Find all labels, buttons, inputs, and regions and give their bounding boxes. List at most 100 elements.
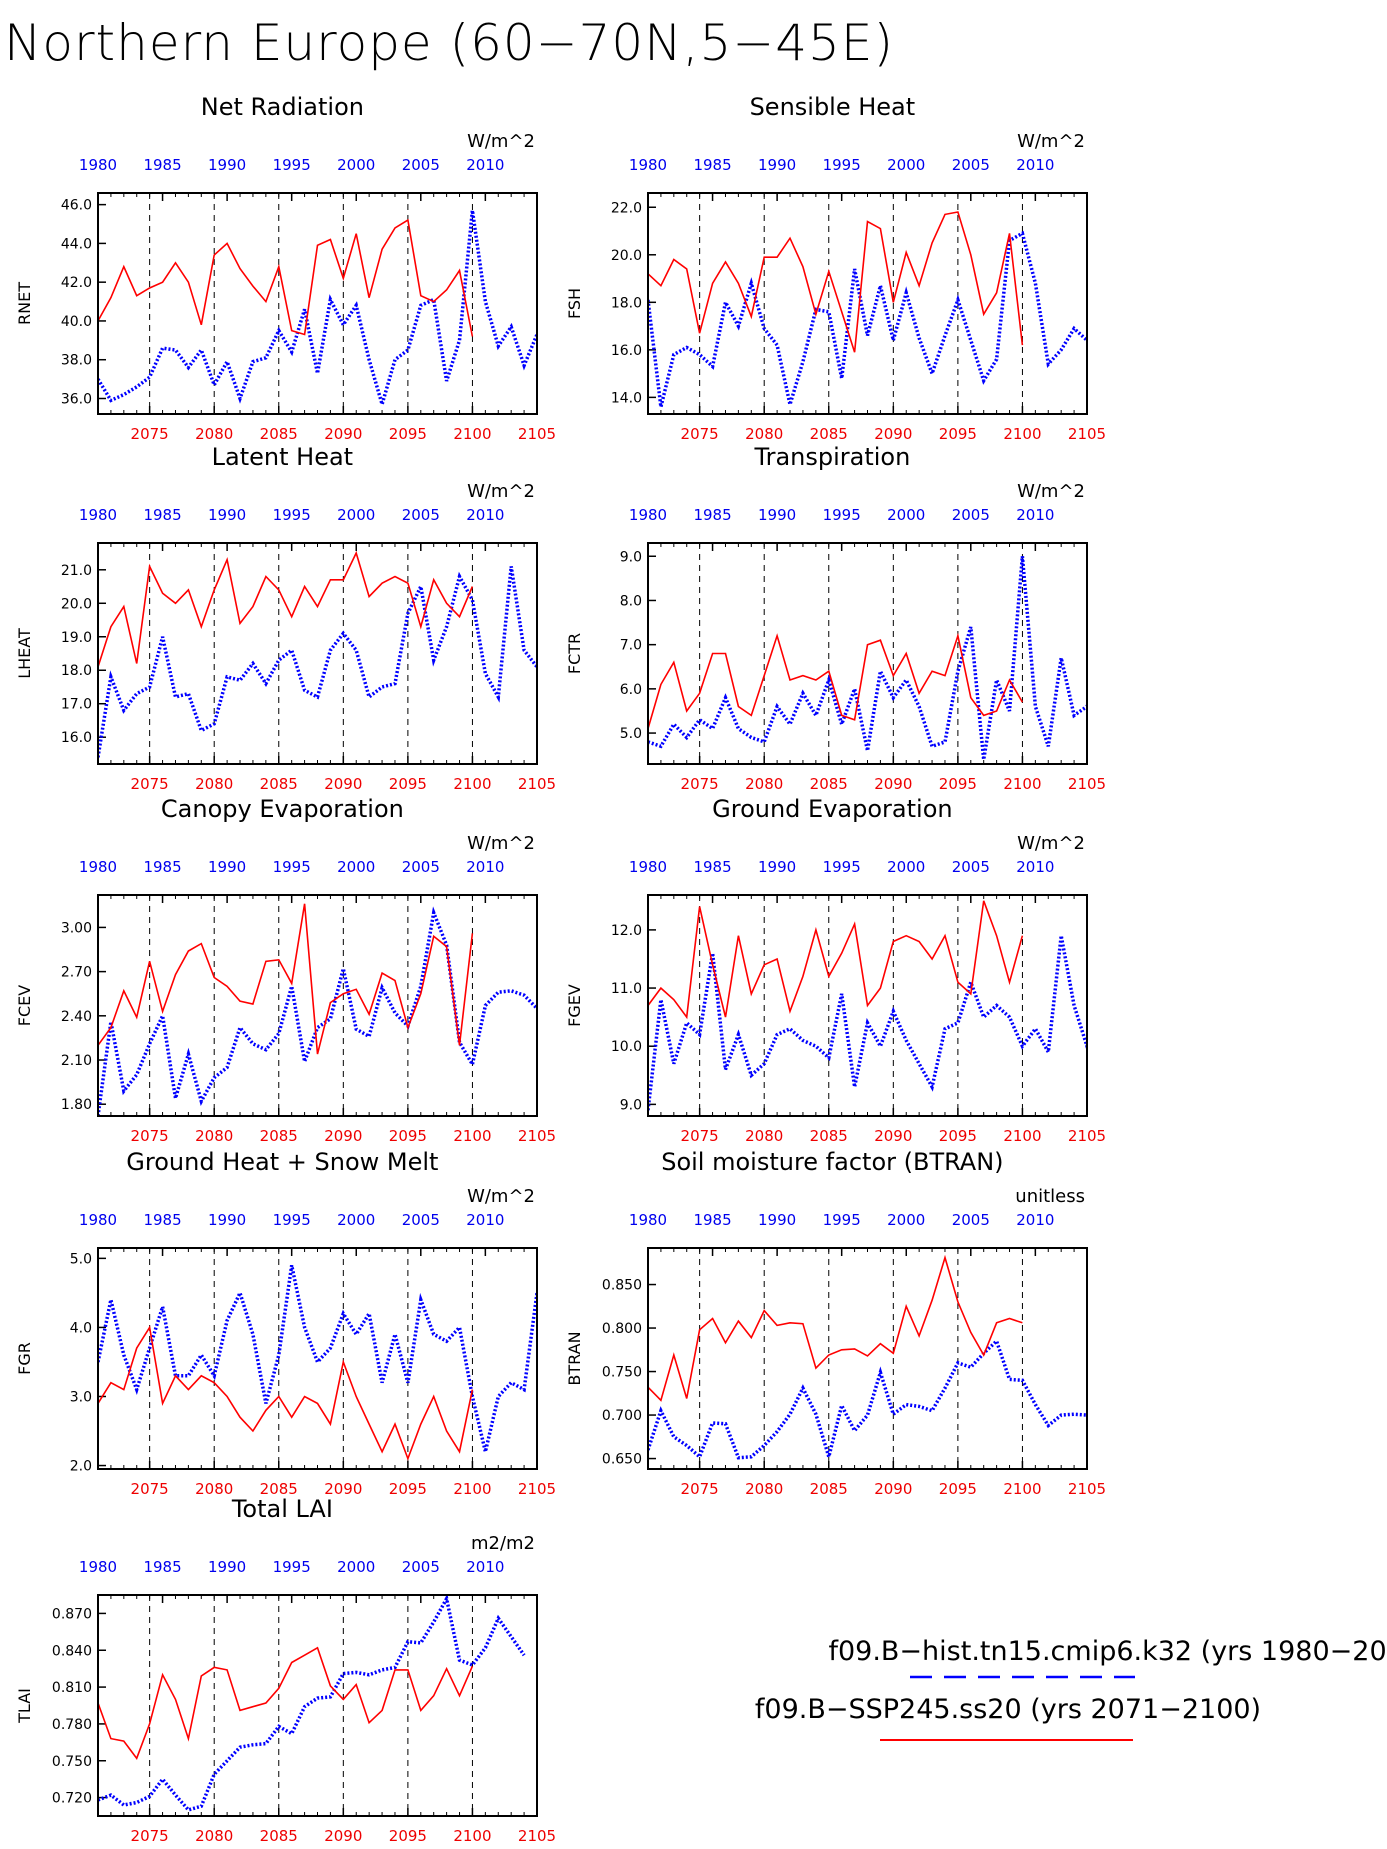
top-tick-label: 1980 xyxy=(629,1211,667,1229)
top-tick-label: 1990 xyxy=(208,506,246,524)
y-axis-label: TLAI xyxy=(15,1688,34,1724)
top-tick-label: 2005 xyxy=(402,1211,440,1229)
bottom-tick-label: 2075 xyxy=(131,1480,169,1498)
panel-frame xyxy=(647,894,1088,1117)
bottom-tick-label: 2085 xyxy=(260,775,298,793)
panel-units: m2/m2 xyxy=(471,1533,535,1554)
bottom-tick-label: 2090 xyxy=(874,1480,912,1498)
panel-units: W/m^2 xyxy=(467,833,535,854)
bottom-tick-label: 2080 xyxy=(745,775,783,793)
y-tick-label: 9.0 xyxy=(620,1097,642,1113)
top-tick-label: 1985 xyxy=(143,858,181,876)
y-tick-label: 4.0 xyxy=(70,1320,92,1336)
bottom-tick-label: 2085 xyxy=(260,1827,298,1845)
bottom-tick-label: 2090 xyxy=(874,425,912,443)
y-tick-label: 19.0 xyxy=(61,630,92,646)
top-tick-label: 1995 xyxy=(823,506,861,524)
series-hist-line xyxy=(648,1337,1087,1464)
top-tick-label: 2000 xyxy=(887,506,925,524)
bottom-tick-label: 2085 xyxy=(810,425,848,443)
y-tick-label: 9.0 xyxy=(620,549,642,565)
top-tick-label: 2010 xyxy=(466,1558,504,1576)
top-tick-label: 2005 xyxy=(952,156,990,174)
bottom-tick-label: 2080 xyxy=(745,1127,783,1145)
y-tick-label: 0.840 xyxy=(52,1643,92,1659)
panel-title: Total LAI xyxy=(231,1495,333,1523)
y-tick-label: 0.800 xyxy=(602,1321,642,1337)
bottom-tick-label: 2075 xyxy=(681,775,719,793)
panel-title: Transpiration xyxy=(753,443,910,471)
bottom-tick-label: 2105 xyxy=(1068,425,1106,443)
panel-frame xyxy=(97,1247,538,1470)
bottom-tick-label: 2100 xyxy=(1003,1480,1041,1498)
y-tick-label: 2.0 xyxy=(70,1459,92,1475)
y-axis-label: FCEV xyxy=(15,985,34,1026)
top-tick-label: 1995 xyxy=(823,1211,861,1229)
y-tick-label: 46.0 xyxy=(61,198,92,214)
top-tick-label: 2005 xyxy=(402,1558,440,1576)
panel-frame xyxy=(647,192,1088,415)
y-tick-label: 0.850 xyxy=(602,1278,642,1294)
y-tick-label: 2.10 xyxy=(61,1053,92,1069)
bottom-tick-label: 2100 xyxy=(1003,1127,1041,1145)
y-tick-label: 1.80 xyxy=(61,1097,92,1113)
y-axis-label: FGR xyxy=(15,1342,34,1375)
bottom-tick-label: 2090 xyxy=(324,1127,362,1145)
y-tick-label: 0.810 xyxy=(52,1680,92,1696)
y-axis-label: BTRAN xyxy=(565,1331,584,1385)
series-hist-line xyxy=(648,935,1087,1111)
bottom-tick-label: 2095 xyxy=(389,1480,427,1498)
top-tick-label: 2010 xyxy=(1016,1211,1054,1229)
top-tick-label: 2010 xyxy=(466,858,504,876)
bottom-tick-label: 2075 xyxy=(681,1127,719,1145)
legend-hist-label: f09.B−hist.tn15.cmip6.k32 (yrs 1980−2014… xyxy=(828,1636,1387,1667)
y-tick-label: 18.0 xyxy=(61,663,92,679)
y-tick-label: 0.780 xyxy=(52,1717,92,1733)
series-ssp-line xyxy=(98,1325,474,1461)
bottom-tick-label: 2105 xyxy=(518,1480,556,1498)
bottom-tick-label: 2075 xyxy=(131,1127,169,1145)
bottom-tick-label: 2095 xyxy=(939,775,977,793)
bottom-tick-label: 2090 xyxy=(324,425,362,443)
top-tick-label: 1990 xyxy=(208,858,246,876)
bottom-tick-label: 2080 xyxy=(195,775,233,793)
top-tick-label: 1985 xyxy=(693,506,731,524)
top-tick-label: 1985 xyxy=(693,1211,731,1229)
series-hist-line xyxy=(98,566,537,758)
panels-container: Net Radiation W/m^2 RNET 36.0 38.0 40.0 42.0 44… xyxy=(15,93,1106,1845)
top-tick-label: 1985 xyxy=(143,1211,181,1229)
panel-units: W/m^2 xyxy=(467,1186,535,1207)
top-tick-label: 1985 xyxy=(143,156,181,174)
panel-frame xyxy=(97,192,538,415)
panel-title: Latent Heat xyxy=(212,443,353,471)
top-tick-label: 1995 xyxy=(823,156,861,174)
top-tick-label: 2010 xyxy=(1016,506,1054,524)
y-tick-label: 2.70 xyxy=(61,965,92,981)
bottom-tick-label: 2090 xyxy=(874,775,912,793)
y-tick-label: 2.40 xyxy=(61,1009,92,1025)
bottom-tick-label: 2105 xyxy=(518,1827,556,1845)
y-tick-label: 18.0 xyxy=(611,295,642,311)
top-tick-label: 1980 xyxy=(629,506,667,524)
panel-fgr: Ground Heat + Snow Melt W/m^2 FGR 2.0 3.0 4.0… xyxy=(15,1148,556,1498)
top-tick-label: 1980 xyxy=(629,156,667,174)
top-tick-label: 1990 xyxy=(208,1558,246,1576)
bottom-tick-label: 2105 xyxy=(518,1127,556,1145)
bottom-tick-label: 2095 xyxy=(939,1127,977,1145)
top-tick-label: 2000 xyxy=(337,1558,375,1576)
top-tick-label: 2010 xyxy=(1016,858,1054,876)
y-axis-label: RNET xyxy=(15,282,34,325)
top-tick-label: 2010 xyxy=(466,156,504,174)
top-tick-label: 2005 xyxy=(952,506,990,524)
bottom-tick-label: 2080 xyxy=(745,1480,783,1498)
top-tick-label: 1990 xyxy=(758,1211,796,1229)
y-tick-label: 38.0 xyxy=(61,353,92,369)
panel-units: W/m^2 xyxy=(467,481,535,502)
y-axis-label: FGEV xyxy=(565,984,584,1027)
bottom-tick-label: 2075 xyxy=(131,775,169,793)
bottom-tick-label: 2100 xyxy=(1003,775,1041,793)
top-tick-label: 2005 xyxy=(402,506,440,524)
panel-units: W/m^2 xyxy=(1017,833,1085,854)
y-tick-label: 20.0 xyxy=(61,596,92,612)
